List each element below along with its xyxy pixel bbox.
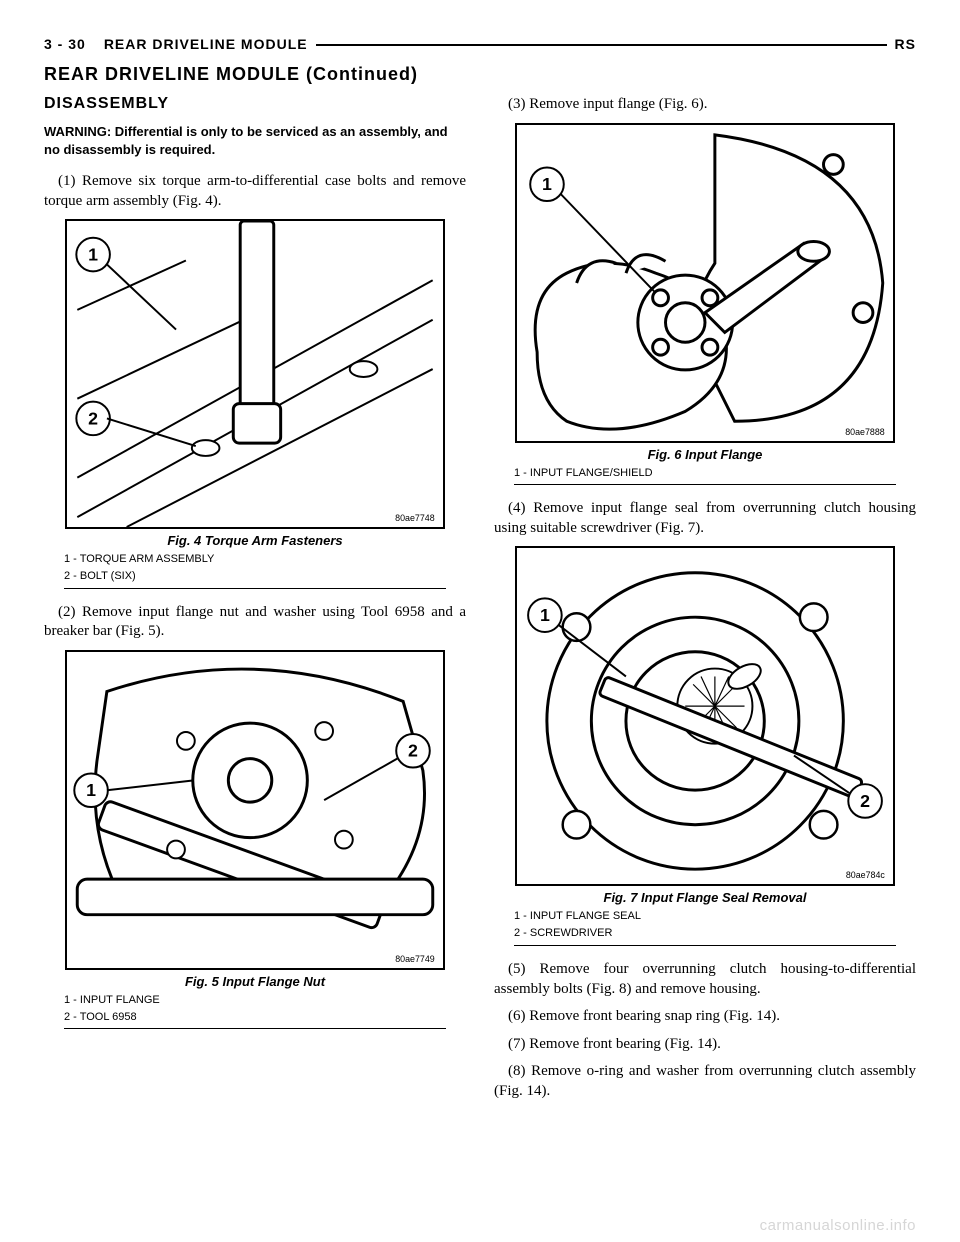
step-5: (5) Remove four overrunning clutch housi… [494, 960, 916, 999]
figure-5-illustration: 1 2 80ae7749 [67, 652, 443, 968]
figure-6-illustration: 1 80ae7888 [517, 125, 893, 441]
step-8: (8) Remove o-ring and washer from overru… [494, 1062, 916, 1101]
figure-5-legend-2: 2 - TOOL 6958 [64, 1010, 446, 1025]
header-rule [316, 44, 887, 46]
svg-text:1: 1 [88, 245, 98, 265]
fig6-code: 80ae7888 [845, 427, 885, 437]
figure-5: 1 2 80ae7749 [65, 650, 445, 970]
figure-5-legend-1: 1 - INPUT FLANGE [64, 993, 446, 1008]
right-column: (3) Remove input flange (Fig. 6). [494, 95, 916, 1109]
left-column: DISASSEMBLY WARNING: Differential is onl… [44, 95, 466, 1109]
figure-7-caption: Fig. 7 Input Flange Seal Removal [494, 890, 916, 905]
content-columns: DISASSEMBLY WARNING: Differential is onl… [44, 95, 916, 1109]
figure-6-caption: Fig. 6 Input Flange [494, 447, 916, 462]
watermark: carmanualsonline.info [760, 1217, 916, 1234]
figure-7-legend-1: 1 - INPUT FLANGE SEAL [514, 909, 896, 924]
figure-7: 1 2 80ae784c [515, 546, 895, 886]
svg-text:2: 2 [408, 740, 418, 760]
figure-4: 1 2 80ae7748 [65, 219, 445, 529]
step-4: (4) Remove input flange seal from overru… [494, 499, 916, 538]
figure-4-illustration: 1 2 80ae7748 [67, 221, 443, 527]
svg-text:2: 2 [860, 791, 870, 811]
step-6: (6) Remove front bearing snap ring (Fig.… [494, 1007, 916, 1027]
page-number: 3 - 30 [44, 36, 86, 52]
figure-6-legend-1: 1 - INPUT FLANGE/SHIELD [514, 466, 896, 481]
svg-text:1: 1 [86, 780, 96, 800]
step-2: (2) Remove input flange nut and washer u… [44, 603, 466, 642]
figure-5-separator [64, 1028, 446, 1029]
fig4-code: 80ae7748 [395, 513, 435, 523]
figure-6: 1 80ae7888 [515, 123, 895, 443]
figure-4-legend-1: 1 - TORQUE ARM ASSEMBLY [64, 552, 446, 567]
figure-7-illustration: 1 2 80ae784c [517, 548, 893, 884]
step-1: (1) Remove six torque arm-to-differentia… [44, 172, 466, 211]
svg-text:1: 1 [540, 605, 550, 625]
page-header: 3 - 30 REAR DRIVELINE MODULE RS [44, 36, 916, 52]
figure-6-separator [514, 484, 896, 485]
svg-text:1: 1 [542, 174, 552, 194]
figure-4-caption: Fig. 4 Torque Arm Fasteners [44, 533, 466, 548]
header-right: RS [895, 36, 916, 52]
figure-4-legend-2: 2 - BOLT (SIX) [64, 569, 446, 584]
continued-heading: REAR DRIVELINE MODULE (Continued) [44, 64, 916, 85]
step-7: (7) Remove front bearing (Fig. 14). [494, 1035, 916, 1055]
figure-7-legend-2: 2 - SCREWDRIVER [514, 926, 896, 941]
step-3: (3) Remove input flange (Fig. 6). [494, 95, 916, 115]
figure-5-caption: Fig. 5 Input Flange Nut [44, 974, 466, 989]
fig5-code: 80ae7749 [395, 954, 435, 964]
section-title: REAR DRIVELINE MODULE [104, 36, 308, 52]
fig7-code: 80ae784c [846, 870, 886, 880]
figure-7-separator [514, 945, 896, 946]
disassembly-heading: DISASSEMBLY [44, 95, 466, 113]
warning-text: WARNING: Differential is only to be serv… [44, 123, 466, 158]
svg-text:2: 2 [88, 408, 98, 428]
figure-4-separator [64, 588, 446, 589]
